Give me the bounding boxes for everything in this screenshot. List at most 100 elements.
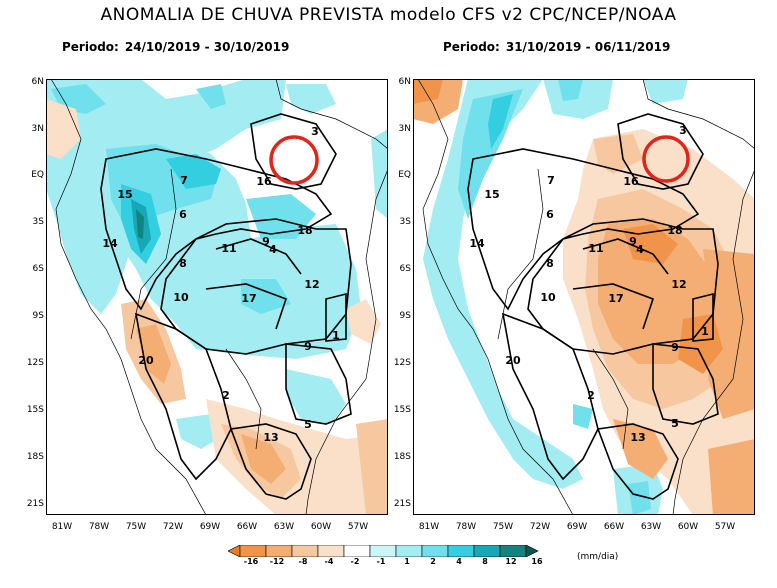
basin-label: 9 — [629, 235, 637, 248]
basin-label: 6 — [179, 208, 187, 221]
lat-label: 6N — [398, 77, 411, 87]
basin-label: 20 — [138, 354, 154, 367]
basin-label: 16 — [623, 175, 639, 188]
basin-label: 11 — [221, 242, 236, 255]
lon-label: 81W — [418, 522, 440, 532]
basin-label: 14 — [102, 237, 118, 250]
anomaly-map-right: 1 2 3 4 5 6 7 8 9 9 10 11 12 13 14 15 16… — [413, 79, 755, 515]
basin-label: 14 — [469, 237, 485, 250]
basin-label: 18 — [667, 224, 682, 237]
lat-label: 21S — [26, 499, 44, 509]
legend-tick: 4 — [456, 557, 462, 566]
basin-label: 6 — [546, 208, 554, 221]
anomaly-map-left: 1 2 3 4 5 6 7 8 9 9 10 11 12 13 14 15 16… — [46, 79, 388, 515]
basin-label: 16 — [256, 175, 272, 188]
basin-label: 8 — [179, 257, 187, 270]
basin-label: 17 — [241, 292, 256, 305]
lat-label: 12S — [393, 358, 411, 368]
legend-tick: -4 — [324, 557, 334, 566]
lat-label: 3S — [399, 217, 411, 227]
lat-label: 18S — [26, 452, 44, 462]
lon-label: 72W — [162, 522, 184, 532]
period-right: Periodo: 31/10/2019 - 06/11/2019 — [443, 40, 670, 54]
legend-swatch — [228, 545, 241, 557]
legend-tick: -12 — [269, 557, 285, 566]
basin-label: 1 — [701, 325, 709, 338]
lat-label: 6S — [399, 264, 411, 274]
basin-label: 3 — [679, 124, 687, 137]
lon-label: 57W — [347, 522, 369, 532]
basin-label: 10 — [540, 291, 556, 304]
highlight-circle — [269, 135, 319, 185]
basin-label: 13 — [630, 431, 645, 444]
basin-label: 5 — [671, 417, 679, 430]
legend-swatch — [525, 545, 539, 557]
lat-label: 18S — [393, 452, 411, 462]
lon-label: 57W — [714, 522, 736, 532]
lon-label: 66W — [603, 522, 625, 532]
lon-label: 66W — [236, 522, 258, 532]
legend-swatch — [239, 545, 267, 557]
basin-label: 12 — [671, 278, 686, 291]
basin-label: 15 — [117, 188, 132, 201]
basin-label: 8 — [546, 257, 554, 270]
lon-label: 69W — [199, 522, 221, 532]
basin-label: 15 — [484, 188, 499, 201]
legend-swatch — [317, 545, 345, 557]
basin-label: 7 — [180, 174, 188, 187]
legend-tick: -16 — [243, 557, 259, 566]
legend-swatch — [343, 545, 371, 557]
period-value: 31/10/2019 - 06/11/2019 — [505, 40, 671, 54]
lat-label: 9S — [399, 311, 411, 321]
period-left: Periodo: 24/10/2019 - 30/10/2019 — [62, 40, 289, 54]
basin-label: 4 — [269, 243, 277, 256]
lon-label: 75W — [492, 522, 514, 532]
lat-label: 9S — [32, 311, 44, 321]
basin-label: 2 — [222, 389, 230, 402]
basin-label: 9 — [671, 341, 679, 354]
basin-label: 5 — [304, 418, 312, 431]
lat-label: 3N — [31, 124, 44, 134]
basin-label: 9 — [262, 235, 270, 248]
lat-label: EQ — [398, 170, 411, 180]
lat-label: 15S — [26, 405, 44, 415]
legend-swatch — [499, 545, 527, 557]
period-label: Periodo: — [443, 40, 500, 54]
legend-swatch — [291, 545, 319, 557]
chart-title: ANOMALIA DE CHUVA PREVISTA modelo CFS v2… — [100, 5, 677, 25]
legend-tick: 16 — [531, 557, 543, 566]
legend-tick: -1 — [376, 557, 386, 566]
legend-tick: -8 — [298, 557, 308, 566]
legend-swatch — [473, 545, 501, 557]
basin-label: 2 — [587, 389, 595, 402]
basin-label: 18 — [297, 224, 312, 237]
lon-label: 60W — [677, 522, 699, 532]
lon-label: 69W — [566, 522, 588, 532]
lat-label: 3N — [398, 124, 411, 134]
lon-label: 63W — [640, 522, 662, 532]
color-legend — [228, 545, 539, 557]
lat-label: 12S — [26, 358, 44, 368]
basin-label: 4 — [636, 243, 644, 256]
legend-tick: 2 — [430, 557, 436, 566]
lat-label: 3S — [32, 217, 44, 227]
basin-label: 1 — [332, 329, 340, 342]
lat-label: 15S — [393, 405, 411, 415]
legend-tick: 1 — [404, 557, 410, 566]
basin-label: 17 — [608, 292, 623, 305]
lon-label: 72W — [529, 522, 551, 532]
lat-label: 6S — [32, 264, 44, 274]
legend-swatch — [265, 545, 293, 557]
period-value: 24/10/2019 - 30/10/2019 — [124, 40, 290, 54]
legend-tick: -2 — [350, 557, 360, 566]
lon-label: 78W — [455, 522, 477, 532]
legend-tick: 12 — [505, 557, 517, 566]
basin-label: 3 — [311, 125, 319, 138]
lon-label: 60W — [310, 522, 332, 532]
legend-swatch — [421, 545, 449, 557]
lon-label: 78W — [88, 522, 110, 532]
basin-label: 13 — [263, 431, 278, 444]
highlight-circle — [642, 135, 690, 183]
basin-label: 7 — [547, 174, 555, 187]
basin-label: 9 — [304, 340, 312, 353]
